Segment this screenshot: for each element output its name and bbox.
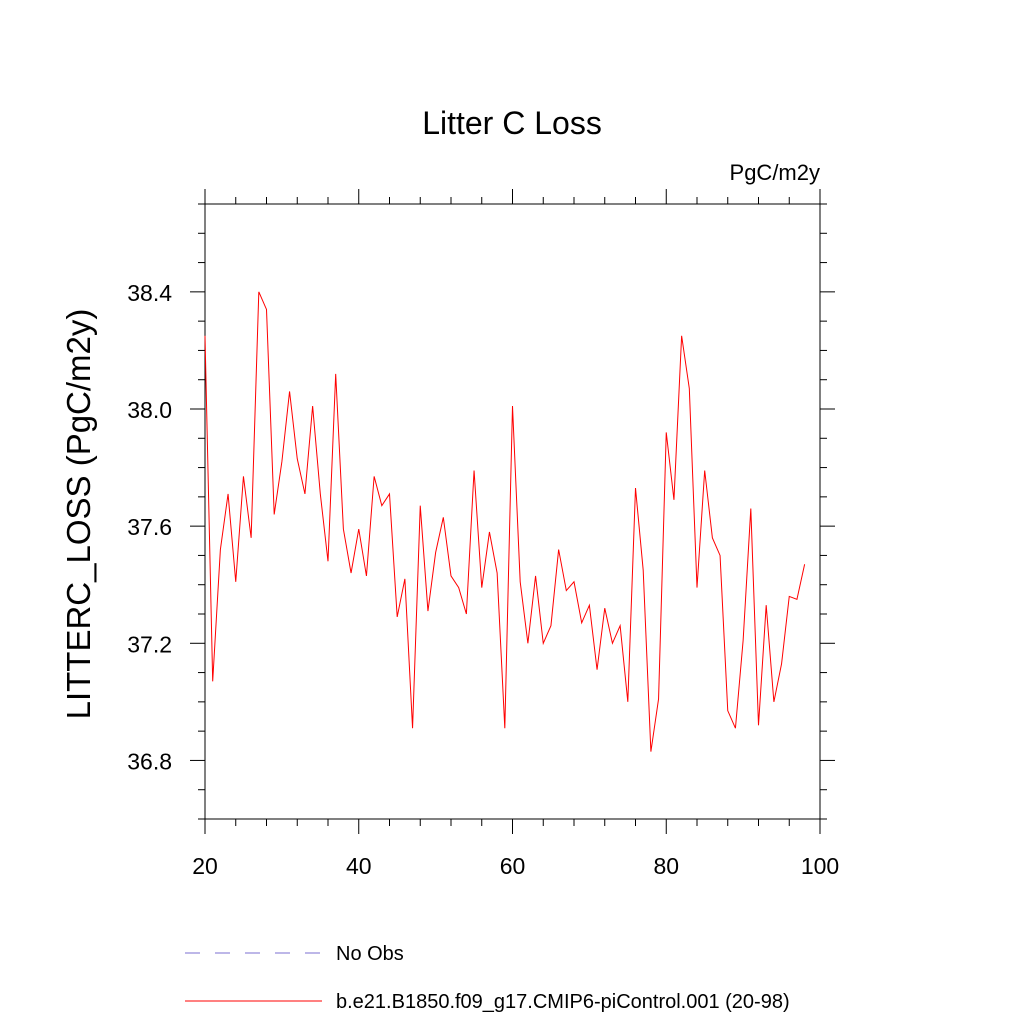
legend: No Obs b.e21.B1850.f09_g17.CMIP6-piContr… (185, 943, 790, 1013)
chart-title: Litter C Loss (422, 105, 602, 141)
x-tick-label: 60 (500, 853, 526, 879)
y-axis-title: LITTERC_LOSS (PgC/m2y) (60, 309, 97, 720)
y-tick-label: 37.6 (127, 514, 172, 540)
axis-ticks (190, 189, 835, 834)
y-tick-labels: 36.8 37.2 37.6 38.0 38.4 (127, 280, 172, 775)
plot-frame (204, 203, 821, 820)
x-tick-label: 20 (192, 853, 218, 879)
y-tick-label: 37.2 (127, 631, 172, 657)
x-tick-labels: 20 40 60 80 100 (192, 853, 839, 879)
legend-control-label: b.e21.B1850.f09_g17.CMIP6-piControl.001 … (336, 991, 790, 1013)
x-tick-label: 40 (346, 853, 372, 879)
y-tick-label: 38.4 (127, 280, 172, 306)
y-tick-label: 38.0 (127, 397, 172, 423)
legend-no-obs-label: No Obs (336, 943, 404, 965)
series-line-1 (204, 291, 806, 752)
series-group (204, 291, 806, 752)
y-tick-label: 36.8 (127, 748, 172, 774)
x-tick-label: 100 (801, 853, 839, 879)
x-tick-label: 80 (653, 853, 679, 879)
units-label: PgC/m2y (730, 160, 820, 185)
